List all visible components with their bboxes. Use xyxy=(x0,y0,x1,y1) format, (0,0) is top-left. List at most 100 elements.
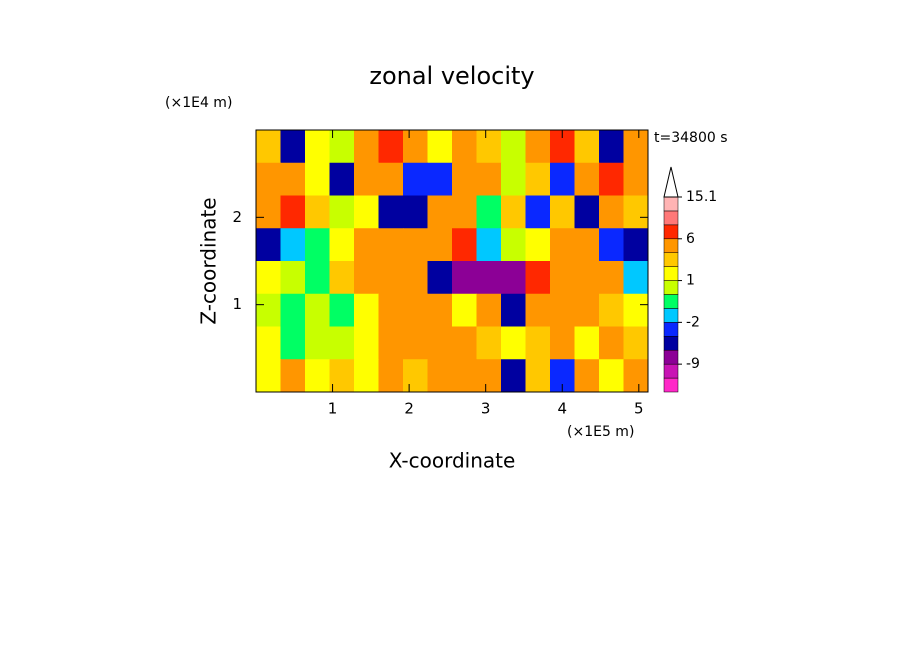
contour-cell xyxy=(525,326,551,360)
contour-cell xyxy=(403,261,428,295)
contour-cell xyxy=(525,261,551,295)
contour-cell xyxy=(256,162,281,196)
colorbar-band xyxy=(663,336,679,351)
contour-cell xyxy=(574,261,600,295)
contour-cell xyxy=(329,228,355,262)
contour-cell xyxy=(452,261,477,295)
contour-cell xyxy=(280,130,306,164)
contour-cell xyxy=(329,162,355,196)
contour-cell xyxy=(452,293,477,327)
contour-cell xyxy=(378,195,404,229)
contour-cell xyxy=(525,195,551,229)
contour-cell xyxy=(354,359,379,393)
contour-cell xyxy=(256,228,281,262)
colorbar-band xyxy=(663,196,679,212)
x-unit: (×1E5 m) xyxy=(567,424,634,440)
contour-cell xyxy=(280,195,306,229)
contour-cell xyxy=(501,130,526,164)
contour-cell xyxy=(452,195,477,229)
contour-cell xyxy=(305,130,330,164)
contour-cell xyxy=(452,326,477,360)
contour-cell xyxy=(354,261,379,295)
colorbar-tick-label: -2 xyxy=(686,314,700,330)
contour-cell xyxy=(574,130,600,164)
contour-cell xyxy=(256,195,281,229)
contour-cell xyxy=(476,130,502,164)
contour-cell xyxy=(256,261,281,295)
contour-cell xyxy=(550,228,575,262)
contour-cell xyxy=(550,162,575,196)
colorbar-band xyxy=(663,224,679,240)
contour-cell xyxy=(256,359,281,393)
contour-cell xyxy=(354,162,379,196)
y-axis-label: Z-coordinate xyxy=(197,197,221,324)
contour-cell xyxy=(476,261,502,295)
contour-cell xyxy=(378,261,404,295)
contour-cell xyxy=(427,359,453,393)
contour-cell xyxy=(623,359,649,393)
colorbar-band xyxy=(663,322,679,337)
contour-cell xyxy=(280,162,306,196)
contour-cell xyxy=(378,130,404,164)
contour-cell xyxy=(599,195,624,229)
contour-cell xyxy=(354,326,379,360)
contour-cell xyxy=(403,359,428,393)
contour-cell xyxy=(378,359,404,393)
contour-cell xyxy=(329,130,355,164)
colorbar-band xyxy=(663,308,679,323)
contour-cell xyxy=(329,293,355,327)
contour-cell xyxy=(574,359,600,393)
contour-cell xyxy=(501,359,526,393)
contour-cell xyxy=(403,162,428,196)
contour-cell xyxy=(525,359,551,393)
contour-cell xyxy=(550,293,575,327)
contour-cell xyxy=(452,130,477,164)
contour-cell xyxy=(574,326,600,360)
contour-cell xyxy=(599,261,624,295)
contour-cell xyxy=(550,195,575,229)
contour-cell xyxy=(305,326,330,360)
contour-cell xyxy=(623,162,649,196)
contour-cell xyxy=(525,162,551,196)
contour-cell xyxy=(354,293,379,327)
y-tick-label: 2 xyxy=(232,208,242,226)
contour-cell xyxy=(599,293,624,327)
x-tick-label: 2 xyxy=(404,400,414,418)
contour-cell xyxy=(501,228,526,262)
contour-cell xyxy=(476,162,502,196)
x-tick-label: 5 xyxy=(634,400,644,418)
contour-cell xyxy=(378,162,404,196)
x-tick-label: 1 xyxy=(328,400,338,418)
contour-cell xyxy=(427,130,453,164)
contour-cell xyxy=(623,228,649,262)
contour-cell xyxy=(280,326,306,360)
contour-cell xyxy=(574,293,600,327)
contour-cell xyxy=(329,261,355,295)
colorbar-band xyxy=(663,280,679,295)
contour-cell xyxy=(256,326,281,360)
colorbar-tick-label: 1 xyxy=(686,273,695,289)
colorbar-band xyxy=(663,266,679,281)
contour-cell xyxy=(550,326,575,360)
plot-frame xyxy=(255,129,649,393)
contour-cell xyxy=(452,228,477,262)
colorbar-band xyxy=(663,252,679,267)
contour-cell xyxy=(623,130,649,164)
time-label: t=34800 s xyxy=(654,130,728,146)
contour-cell xyxy=(525,293,551,327)
contour-cell xyxy=(501,326,526,360)
y-tick-label: 1 xyxy=(232,295,242,313)
contour-cell xyxy=(623,261,649,295)
contour-cell xyxy=(452,359,477,393)
contour-cell xyxy=(427,326,453,360)
y-unit: (×1E4 m) xyxy=(165,95,232,111)
colorbar-band xyxy=(663,377,679,393)
contour-cell xyxy=(280,293,306,327)
contour-cell xyxy=(354,130,379,164)
contour-cell xyxy=(427,195,453,229)
contour-cell xyxy=(305,195,330,229)
contour-cell xyxy=(403,326,428,360)
contour-cell xyxy=(501,195,526,229)
colorbar-triangle xyxy=(663,166,679,198)
